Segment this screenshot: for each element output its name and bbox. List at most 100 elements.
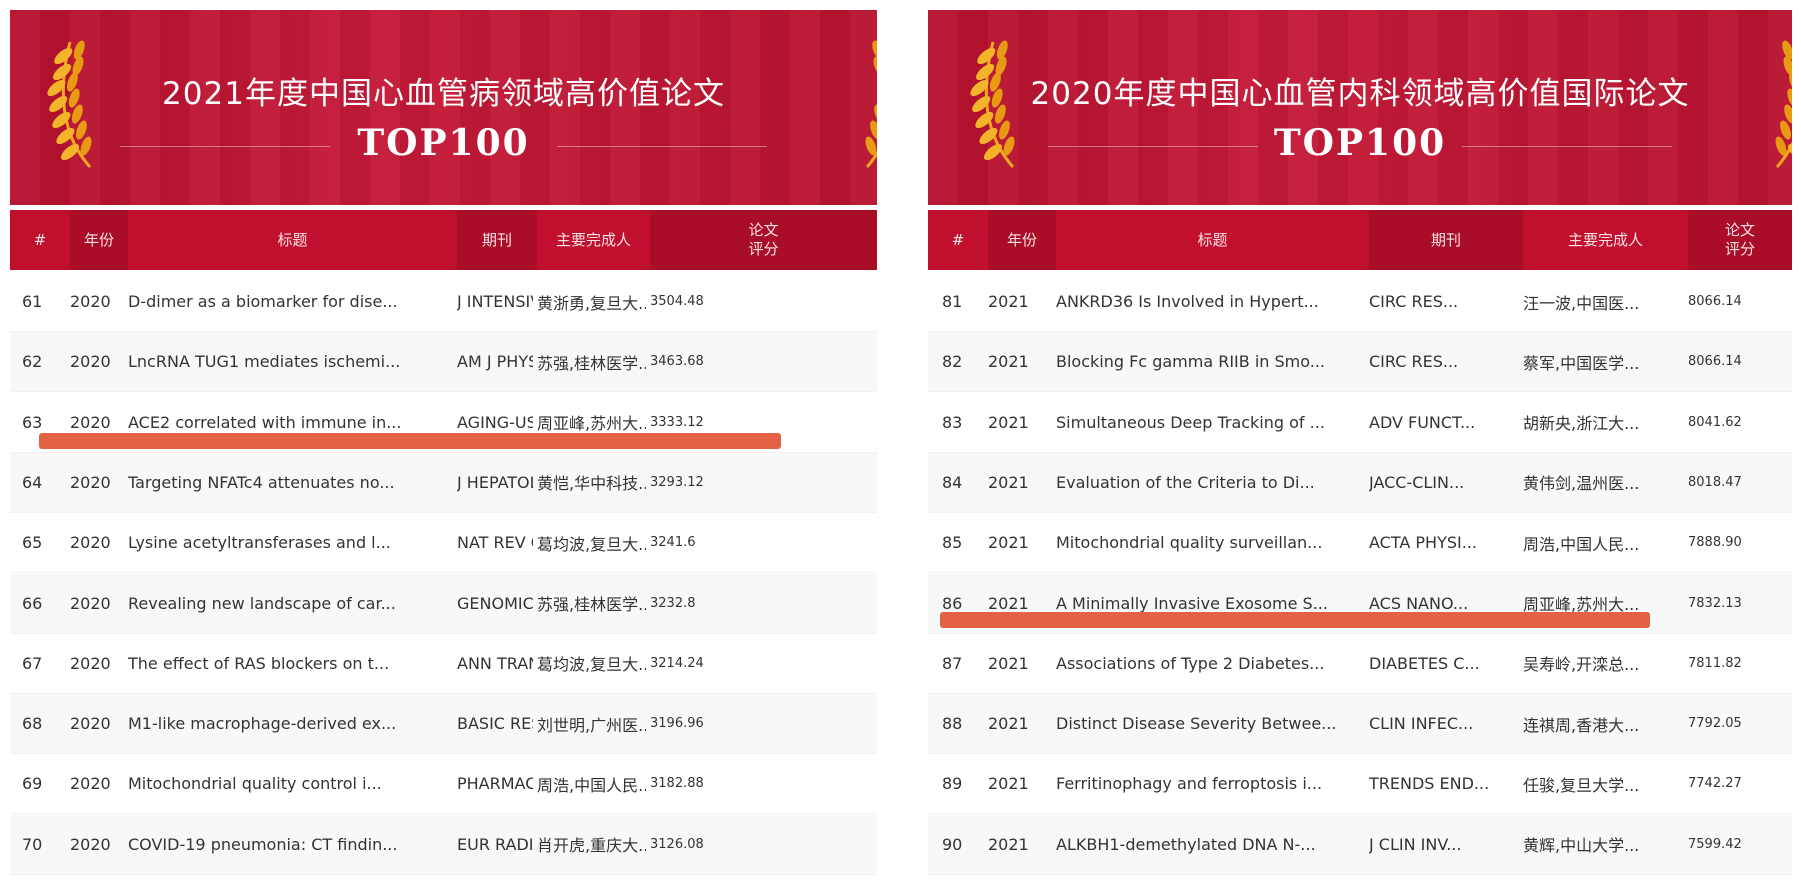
column-header[interactable]: 年份 xyxy=(988,210,1056,270)
highlight-marker xyxy=(940,612,1650,628)
cell-title: Ferritinophagy and ferroptosis i... xyxy=(1056,774,1365,793)
column-header[interactable]: # xyxy=(928,210,988,270)
cell-score: 8018.47 xyxy=(1688,475,1788,490)
cell-score: 3196.96 xyxy=(650,716,873,731)
cell-score: 3182.88 xyxy=(650,776,873,791)
cell-year: 2020 xyxy=(70,413,124,432)
cell-journal: NAT REV CA... xyxy=(457,533,533,552)
banner-subtitle: TOP100 xyxy=(10,122,877,164)
highlight-marker xyxy=(39,433,781,449)
cell-year: 2021 xyxy=(988,352,1052,371)
cell-score: 7888.90 xyxy=(1688,535,1788,550)
cell-title: ANKRD36 Is Involved in Hypert... xyxy=(1056,292,1365,311)
cell-title: ACE2 correlated with immune in... xyxy=(128,413,453,432)
cell-title: Blocking Fc gamma RIIB in Smo... xyxy=(1056,352,1365,371)
cell-n: 85 xyxy=(942,533,988,552)
cell-n: 84 xyxy=(942,473,988,492)
cell-author: 蔡军,中国医学... xyxy=(1523,350,1684,374)
cell-author: 肖开虎,重庆大... xyxy=(537,832,646,856)
cell-author: 周浩,中国人民... xyxy=(1523,531,1684,555)
cell-journal: CIRC RES... xyxy=(1369,352,1519,371)
cell-n: 87 xyxy=(942,654,988,673)
cell-score: 8066.14 xyxy=(1688,294,1788,309)
cell-year: 2020 xyxy=(70,594,124,613)
cell-score: 3293.12 xyxy=(650,475,873,490)
column-header[interactable]: 标题 xyxy=(128,210,457,270)
cell-journal: ACS NANO... xyxy=(1369,594,1519,613)
cell-score: 7811.82 xyxy=(1688,656,1788,671)
cell-year: 2020 xyxy=(70,533,124,552)
cell-author: 周亚峰,苏州大... xyxy=(537,410,646,434)
cell-score: 8041.62 xyxy=(1688,415,1788,430)
cell-title: Revealing new landscape of car... xyxy=(128,594,453,613)
column-header[interactable]: 期刊 xyxy=(1369,210,1523,270)
cell-score: 7599.42 xyxy=(1688,837,1788,852)
cell-title: Evaluation of the Criteria to Di... xyxy=(1056,473,1365,492)
banner: 2021年度中国心血管病领域高价值论文 TOP100 xyxy=(10,10,877,205)
banner-subtitle: TOP100 xyxy=(928,122,1792,164)
cell-year: 2020 xyxy=(70,774,124,793)
cell-year: 2020 xyxy=(70,654,124,673)
cell-title: The effect of RAS blockers on t... xyxy=(128,654,453,673)
cell-score: 3463.68 xyxy=(650,354,873,369)
cell-score: 8066.14 xyxy=(1688,354,1788,369)
cell-journal: AM J PHYSI... xyxy=(457,352,533,371)
cell-author: 任骏,复旦大学... xyxy=(1523,772,1684,796)
column-header[interactable]: 年份 xyxy=(70,210,128,270)
cell-score: 7832.13 xyxy=(1688,596,1788,611)
table-header: #年份标题期刊主要完成人论文 评分 xyxy=(928,210,1792,270)
cell-year: 2021 xyxy=(988,594,1052,613)
cell-title: M1-like macrophage-derived ex... xyxy=(128,714,453,733)
column-header[interactable]: 论文 评分 xyxy=(650,210,877,270)
cell-year: 2020 xyxy=(70,835,124,854)
cell-journal: EUR RADIOL... xyxy=(457,835,533,854)
cell-score: 3232.8 xyxy=(650,596,873,611)
table-header: #年份标题期刊主要完成人论文 评分 xyxy=(10,210,877,270)
cell-n: 67 xyxy=(22,654,70,673)
cell-author: 葛均波,复旦大... xyxy=(537,651,646,675)
banner: 2020年度中国心血管内科领域高价值国际论文 TOP100 xyxy=(928,10,1792,205)
cell-author: 黄恺,华中科技... xyxy=(537,470,646,494)
cell-score: 3126.08 xyxy=(650,837,873,852)
cell-journal: BASIC RES... xyxy=(457,714,533,733)
column-header[interactable]: 主要完成人 xyxy=(537,210,650,270)
cell-title: Targeting NFATc4 attenuates no... xyxy=(128,473,453,492)
cell-n: 70 xyxy=(22,835,70,854)
cell-n: 65 xyxy=(22,533,70,552)
cell-n: 81 xyxy=(942,292,988,311)
cell-year: 2021 xyxy=(988,533,1052,552)
cell-author: 黄浙勇,复旦大... xyxy=(537,290,646,314)
column-header[interactable]: 期刊 xyxy=(457,210,537,270)
cell-author: 周浩,中国人民... xyxy=(537,772,646,796)
column-header[interactable]: 主要完成人 xyxy=(1523,210,1688,270)
column-header[interactable]: # xyxy=(10,210,70,270)
column-header[interactable]: 标题 xyxy=(1056,210,1369,270)
column-header[interactable]: 论文 评分 xyxy=(1688,210,1792,270)
cell-journal: DIABETES C... xyxy=(1369,654,1519,673)
cell-journal: J HEPATOL... xyxy=(457,473,533,492)
cell-author: 连祺周,香港大... xyxy=(1523,712,1684,736)
cell-journal: ANN TRANSL... xyxy=(457,654,533,673)
cell-year: 2020 xyxy=(70,714,124,733)
cell-n: 88 xyxy=(942,714,988,733)
cell-year: 2021 xyxy=(988,714,1052,733)
cell-journal: AGING-US... xyxy=(457,413,533,432)
